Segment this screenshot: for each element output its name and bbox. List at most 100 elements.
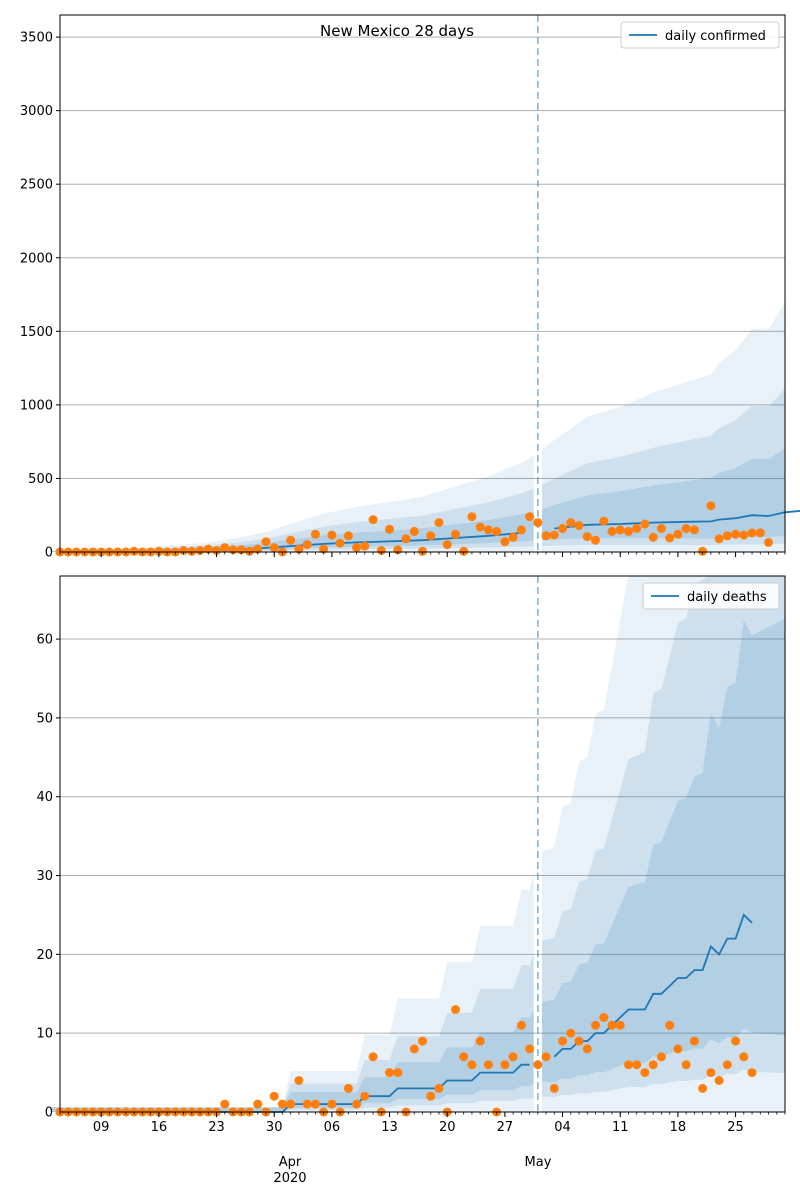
observed-point — [673, 529, 683, 539]
observed-point — [582, 1044, 592, 1054]
observed-point — [722, 531, 732, 541]
x-tick-label: 09 — [93, 1120, 110, 1135]
observed-point — [640, 519, 650, 529]
uncertainty-band — [51, 953, 534, 1112]
observed-point — [722, 1060, 732, 1070]
observed-point — [607, 526, 617, 536]
chart-title: New Mexico 28 days — [320, 22, 474, 40]
uncertainty-band — [51, 488, 534, 552]
uncertainty-band — [542, 618, 785, 1083]
observed-point — [434, 1083, 444, 1093]
observed-point — [385, 1068, 394, 1078]
observed-point — [195, 546, 205, 555]
uncertainty-band — [542, 576, 785, 1112]
observed-point — [731, 529, 741, 539]
observed-point — [508, 532, 518, 542]
observed-point — [500, 537, 510, 547]
observed-point — [385, 524, 394, 534]
observed-point — [261, 537, 271, 547]
observed-point — [253, 1099, 263, 1109]
observed-point — [327, 1099, 337, 1109]
legend-label: daily deaths — [687, 590, 767, 605]
observed-point — [689, 1036, 699, 1046]
observed-point — [475, 1036, 485, 1046]
observed-point — [508, 1052, 518, 1062]
x-tick-label: 20 — [439, 1120, 456, 1135]
observed-point — [409, 1044, 419, 1054]
observed-point — [352, 1099, 362, 1109]
observed-point — [648, 1060, 658, 1070]
y-tick-label: 3500 — [20, 31, 53, 46]
uncertainty-band — [542, 388, 785, 546]
observed-point — [459, 546, 469, 556]
y-tick-label: 1000 — [20, 398, 53, 413]
observed-point — [393, 1068, 403, 1078]
observed-point — [591, 1020, 600, 1030]
observed-point — [698, 546, 708, 556]
observed-point — [245, 546, 254, 556]
observed-point — [599, 516, 609, 526]
observed-point — [755, 528, 765, 538]
y-tick-label: 60 — [36, 633, 53, 648]
observed-point — [516, 525, 526, 535]
uncertainty-band — [542, 302, 785, 552]
y-tick-label: 2500 — [20, 178, 53, 193]
observed-point — [376, 546, 386, 555]
observed-point — [525, 1044, 535, 1054]
y-tick-label: 2000 — [20, 251, 53, 266]
observed-point — [368, 515, 378, 525]
observed-point — [615, 525, 625, 535]
observed-point — [525, 512, 535, 522]
observed-point — [714, 1076, 724, 1085]
observed-point — [599, 1012, 609, 1022]
y-tick-label: 40 — [36, 790, 53, 805]
observed-point — [418, 1036, 427, 1046]
observed-point — [360, 1091, 370, 1101]
observed-point — [739, 530, 749, 540]
y-tick-label: 50 — [36, 711, 53, 726]
observed-point — [286, 1099, 296, 1109]
observed-point — [475, 522, 485, 532]
observed-point — [764, 537, 773, 547]
observed-point — [451, 1005, 460, 1014]
x-tick-label: 06 — [324, 1120, 341, 1135]
observed-point — [558, 1036, 568, 1046]
observed-point — [418, 546, 427, 556]
confirmed-panel: 0 500 1000 1500 2000 2500 3000 3500 daily confir… — [20, 14, 800, 561]
observed-point — [624, 526, 633, 536]
observed-point — [533, 518, 543, 528]
observed-point — [426, 1091, 436, 1101]
observed-point — [310, 529, 320, 539]
observed-point — [689, 525, 699, 535]
observed-point — [607, 1020, 617, 1030]
observed-point — [541, 1052, 551, 1062]
observed-point — [665, 1020, 675, 1030]
y-tick-label: 10 — [36, 1027, 53, 1042]
observed-point — [179, 546, 189, 555]
uncertainty-band — [542, 576, 785, 1097]
observed-point — [731, 1036, 741, 1046]
legend-label: daily confirmed — [665, 29, 766, 44]
observed-point — [483, 525, 493, 535]
observed-point — [442, 540, 452, 550]
observed-point — [665, 533, 675, 543]
observed-point — [327, 530, 337, 540]
median-series-line — [554, 510, 800, 530]
x-tick-label: 04 — [554, 1120, 571, 1135]
observed-point — [541, 531, 551, 541]
observed-point — [451, 529, 460, 539]
x-tick-label: 23 — [208, 1120, 225, 1135]
observed-point — [253, 544, 263, 554]
x-tick-label: 11 — [612, 1120, 629, 1135]
legend-box — [620, 21, 780, 49]
observed-point — [269, 543, 279, 553]
uncertainty-band — [51, 511, 534, 552]
observed-point — [467, 1060, 477, 1070]
x-tick-label: 27 — [497, 1120, 514, 1135]
x-month-label: Apr — [279, 1155, 302, 1170]
observed-point — [533, 1060, 543, 1070]
observed-point — [566, 518, 576, 528]
observed-point — [220, 543, 230, 553]
observed-point — [294, 544, 304, 554]
observed-point — [187, 546, 197, 556]
